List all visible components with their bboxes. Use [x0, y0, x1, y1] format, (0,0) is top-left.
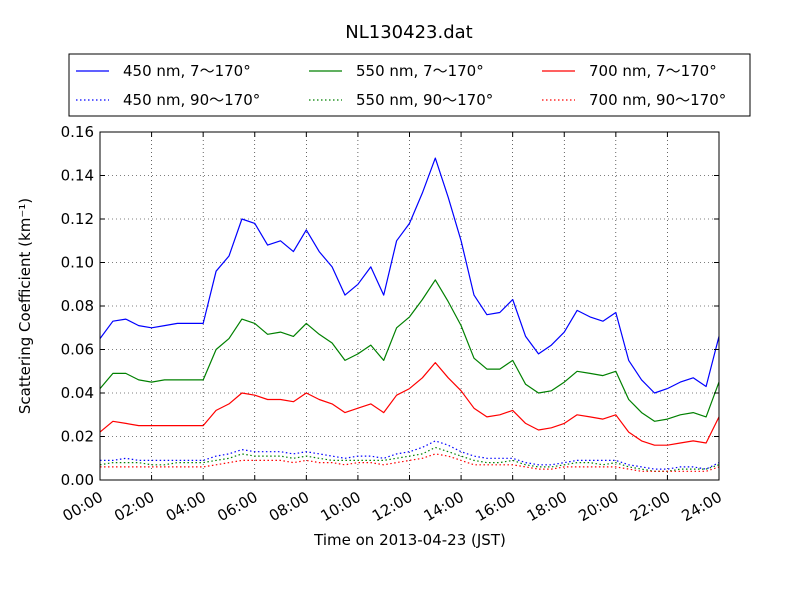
legend-label: 450 nm, 90～170°	[123, 91, 260, 109]
legend-label: 450 nm, 7～170°	[123, 62, 251, 80]
axes	[99, 131, 720, 481]
chart-title: NL130423.dat	[345, 22, 472, 43]
y-tick-label: 0.06	[61, 341, 94, 359]
series-line-550-nm-7-170	[99, 279, 720, 422]
legend-label: 550 nm, 7～170°	[356, 62, 484, 80]
legend-label: 700 nm, 7～170°	[589, 62, 717, 80]
y-axis-label: Scattering Coefficient (km⁻¹)	[16, 198, 34, 414]
y-tick-label: 0.04	[61, 384, 94, 402]
y-tick-label: 0.14	[61, 167, 94, 185]
legend-label: 550 nm, 90～170°	[356, 91, 493, 109]
x-axis-label: Time on 2013-04-23 (JST)	[313, 531, 506, 549]
y-tick-label: 0.08	[61, 297, 94, 315]
y-tick-label: 0.12	[61, 210, 94, 228]
series-line-550-nm-90-170	[99, 446, 720, 472]
series-lines	[99, 157, 720, 472]
legend: 450 nm, 7～170° 550 nm, 7～170° 700 nm, 7～17…	[68, 53, 751, 117]
y-tick-label: 0.02	[61, 428, 94, 446]
y-tick-label: 0.10	[61, 254, 94, 272]
series-line-700-nm-7-170	[99, 362, 720, 446]
legend-label: 700 nm, 90～170°	[589, 91, 726, 109]
series-line-700-nm-90-170	[100, 453, 720, 472]
plot-frame	[99, 131, 720, 481]
y-tick-label: 0.00	[61, 471, 94, 489]
legend-frame	[68, 53, 751, 117]
series-line-450-nm-7-170	[99, 157, 720, 394]
y-tick-label: 0.16	[61, 123, 94, 141]
